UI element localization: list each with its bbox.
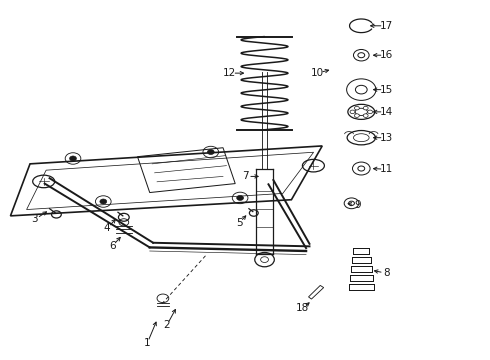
Text: 1: 1 xyxy=(144,338,150,348)
Circle shape xyxy=(100,199,107,204)
Circle shape xyxy=(363,106,368,110)
Circle shape xyxy=(207,149,214,154)
Text: 8: 8 xyxy=(383,268,390,278)
Text: 14: 14 xyxy=(380,107,393,117)
Circle shape xyxy=(368,110,372,114)
Text: 15: 15 xyxy=(380,85,393,95)
Text: 6: 6 xyxy=(109,241,116,251)
Text: 17: 17 xyxy=(380,21,393,31)
Circle shape xyxy=(350,110,355,114)
Text: 12: 12 xyxy=(223,68,236,78)
Text: 5: 5 xyxy=(236,218,243,228)
Text: 18: 18 xyxy=(296,303,309,314)
Text: 7: 7 xyxy=(242,171,248,181)
Text: 4: 4 xyxy=(104,224,111,233)
Circle shape xyxy=(237,195,244,201)
Circle shape xyxy=(354,114,359,117)
Text: 2: 2 xyxy=(164,320,170,330)
Text: 3: 3 xyxy=(31,215,38,224)
Circle shape xyxy=(70,156,76,161)
Text: 11: 11 xyxy=(380,164,393,174)
Circle shape xyxy=(354,106,359,110)
Text: 13: 13 xyxy=(380,133,393,143)
Text: 9: 9 xyxy=(354,200,361,210)
Circle shape xyxy=(363,114,368,117)
Text: 16: 16 xyxy=(380,50,393,60)
Text: 10: 10 xyxy=(311,68,324,78)
